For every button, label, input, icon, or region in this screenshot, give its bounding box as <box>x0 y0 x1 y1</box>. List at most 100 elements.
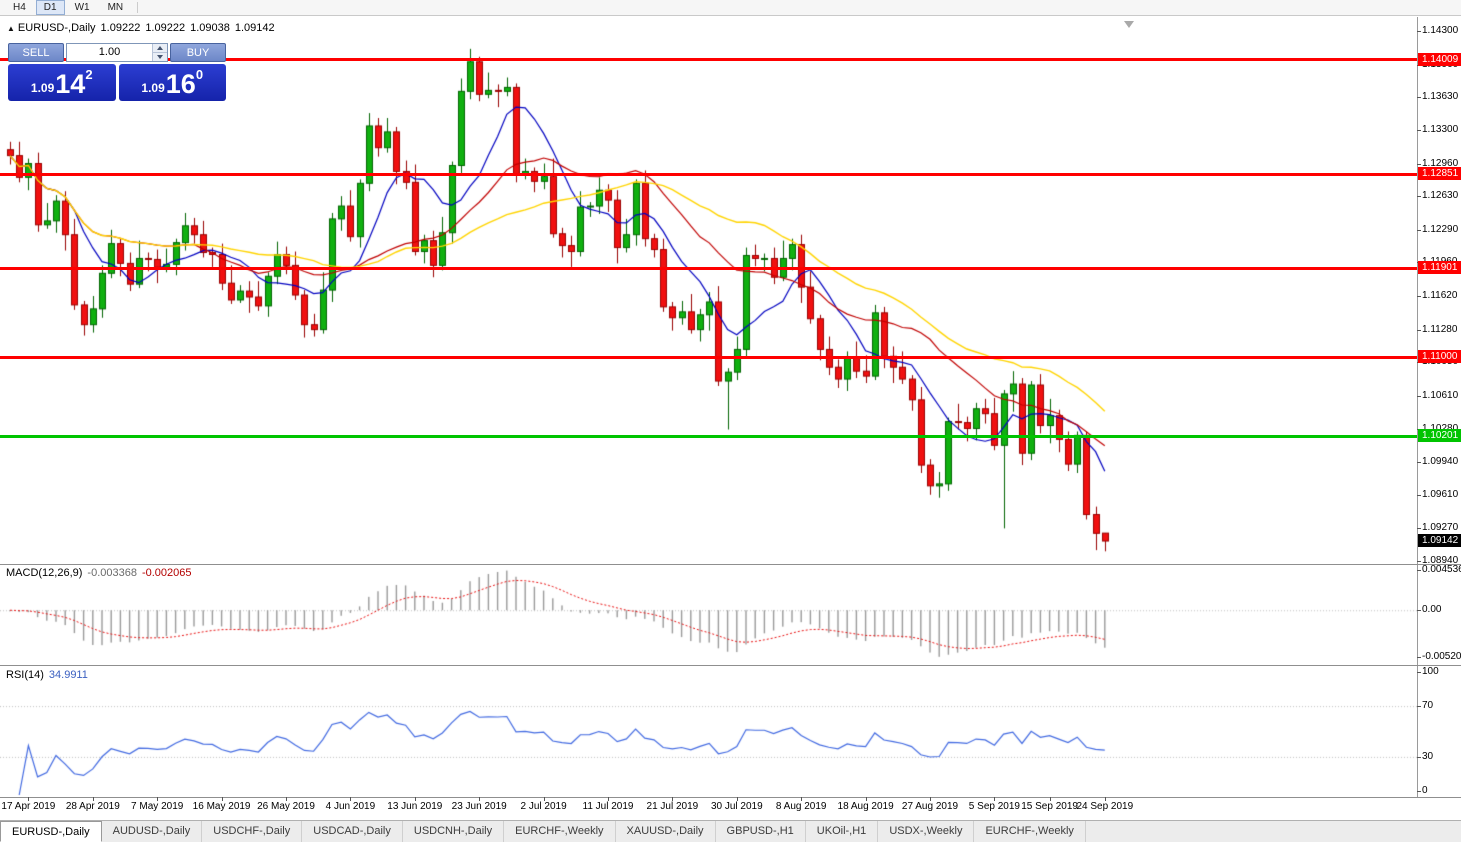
candlestick-chart-canvas[interactable] <box>0 17 1417 797</box>
price-axis-label: 1.09940 <box>1422 456 1459 468</box>
chart-tab[interactable]: USDCNH-,Daily <box>403 821 505 842</box>
volume-spinner <box>152 44 167 61</box>
rsi-axis-tick <box>1417 756 1421 758</box>
pane-separator-macd[interactable] <box>0 564 1461 565</box>
timeframe-button-h4[interactable]: H4 <box>13 2 26 13</box>
macd-axis-label: -0.005205 <box>1422 651 1461 662</box>
price-axis-tick <box>1417 561 1421 562</box>
price-axis-label: 1.09610 <box>1422 488 1459 500</box>
buy-price-pipette: 0 <box>195 67 204 82</box>
macd-axis-label: 0.00 <box>1422 604 1442 616</box>
buy-price-display[interactable]: 1.09 16 0 <box>118 64 226 101</box>
time-axis-label: 28 Apr 2019 <box>65 801 120 812</box>
time-axis-label: 24 Sep 2019 <box>1076 801 1134 812</box>
chart-tab[interactable]: USDCHF-,Daily <box>202 821 303 842</box>
chart-tab[interactable]: GBPUSD-,H1 <box>716 821 806 842</box>
price-axis-tick <box>1417 395 1421 397</box>
volume-value[interactable]: 1.00 <box>98 46 121 58</box>
price-axis-label: 1.13300 <box>1422 123 1459 135</box>
time-axis-label: 4 Jun 2019 <box>325 801 376 812</box>
time-axis-tick <box>930 797 931 801</box>
time-axis-label: 15 Sep 2019 <box>1021 801 1078 812</box>
time-axis-label: 27 Aug 2019 <box>901 801 959 812</box>
price-axis-tick <box>1417 428 1421 430</box>
macd-name: MACD(12,26,9) <box>6 567 83 579</box>
time-axis-label: 2 Jul 2019 <box>520 801 567 812</box>
chart-tab[interactable]: XAUUSD-,Daily <box>616 821 716 842</box>
time-axis-tick <box>479 797 481 801</box>
sell-button[interactable]: SELL <box>8 43 64 62</box>
chart-tab[interactable]: EURUSD-,Daily <box>0 821 102 842</box>
chart-tab[interactable]: UKOil-,H1 <box>806 821 879 842</box>
time-axis-tick <box>543 797 545 801</box>
resistance-line[interactable] <box>0 355 1417 359</box>
timeframe-button-d1[interactable]: D1 <box>35 0 65 15</box>
time-axis-tick <box>157 797 159 801</box>
one-click-trading-panel: SELL 1.00 BUY 1.09 14 2 1.09 16 0 <box>8 43 226 101</box>
rsi-axis-tick <box>1417 706 1421 708</box>
resistance-line[interactable] <box>0 58 1417 62</box>
rsi-axis-label: 100 <box>1422 666 1439 677</box>
price-axis-label: 1.14300 <box>1422 25 1459 37</box>
price-axis-tick <box>1417 462 1421 464</box>
arrow-down-icon <box>157 55 163 59</box>
timeframe-button-w1[interactable]: W1 <box>74 2 90 13</box>
resistance-line[interactable] <box>0 172 1417 176</box>
price-axis-label: 1.10610 <box>1422 389 1459 401</box>
support-line[interactable] <box>0 434 1417 438</box>
chart-tab[interactable]: EURCHF-,Weekly <box>504 821 616 842</box>
time-axis-label: 17 Apr 2019 <box>1 801 56 812</box>
ohlc-close: 1.09142 <box>234 22 275 34</box>
time-axis-tick <box>672 797 674 801</box>
time-axis-tick <box>865 797 867 801</box>
price-axis-label: 1.09270 <box>1422 522 1459 534</box>
chart-tab[interactable]: USDCAD-,Daily <box>302 821 403 842</box>
buy-price-big-digits: 16 <box>165 69 196 99</box>
sell-price-display[interactable]: 1.09 14 2 <box>8 64 116 101</box>
price-axis-label: 1.11620 <box>1422 290 1458 302</box>
macd-axis-tick <box>1417 570 1421 571</box>
chart-tab[interactable]: USDX-,Weekly <box>878 821 975 842</box>
time-axis-label: 7 May 2019 <box>131 801 184 812</box>
price-axis-tick <box>1417 528 1421 530</box>
rsi-name: RSI(14) <box>6 669 44 681</box>
price-axis-label: 1.12960 <box>1422 157 1459 169</box>
time-axis-label: 11 Jul 2019 <box>582 801 634 812</box>
volume-input[interactable]: 1.00 <box>66 43 168 62</box>
price-axis-label: 1.11280 <box>1422 323 1458 335</box>
timeframe-toolbar: H4 D1 W1 MN <box>0 0 1461 16</box>
time-axis-tick <box>28 797 30 801</box>
price-axis-tick <box>1417 97 1421 99</box>
resistance-price-tag: 1.11000 <box>1418 350 1461 364</box>
time-axis-label: 18 Aug 2019 <box>837 801 894 812</box>
time-axis-separator <box>0 797 1461 798</box>
time-axis-tick <box>350 797 352 801</box>
resistance-line[interactable] <box>0 266 1417 270</box>
time-axis-tick <box>1104 797 1106 801</box>
volume-down-button[interactable] <box>153 52 167 61</box>
arrow-up-icon <box>157 46 163 50</box>
timeframe-button-mn[interactable]: MN <box>107 2 124 13</box>
time-axis-label: 5 Sep 2019 <box>968 801 1020 812</box>
resistance-price-tag: 1.14009 <box>1418 52 1461 66</box>
pane-separator-rsi[interactable] <box>0 665 1461 666</box>
rsi-axis-label: 0 <box>1422 785 1428 796</box>
rsi-axis-tick <box>1417 672 1421 673</box>
chart-tab[interactable]: AUDUSD-,Daily <box>102 821 203 842</box>
chart-tab[interactable]: EURCHF-,Weekly <box>974 821 1086 842</box>
time-axis-tick <box>221 797 223 801</box>
time-axis-tick <box>801 797 803 801</box>
price-axis-tick <box>1417 31 1421 33</box>
time-axis-tick <box>1049 797 1051 801</box>
ohlc-open: 1.09222 <box>100 22 141 34</box>
time-axis-tick <box>994 797 996 801</box>
time-axis-label: 23 Jun 2019 <box>451 801 507 812</box>
price-axis-tick <box>1417 229 1421 231</box>
volume-up-button[interactable] <box>153 44 167 52</box>
rsi-axis-label: 30 <box>1422 750 1434 762</box>
macd-indicator-label: MACD(12,26,9) -0.003368 -0.002065 <box>6 567 192 579</box>
price-axis-label: 1.12290 <box>1422 223 1459 235</box>
buy-button[interactable]: BUY <box>170 43 226 62</box>
price-axis-tick <box>1417 494 1421 496</box>
